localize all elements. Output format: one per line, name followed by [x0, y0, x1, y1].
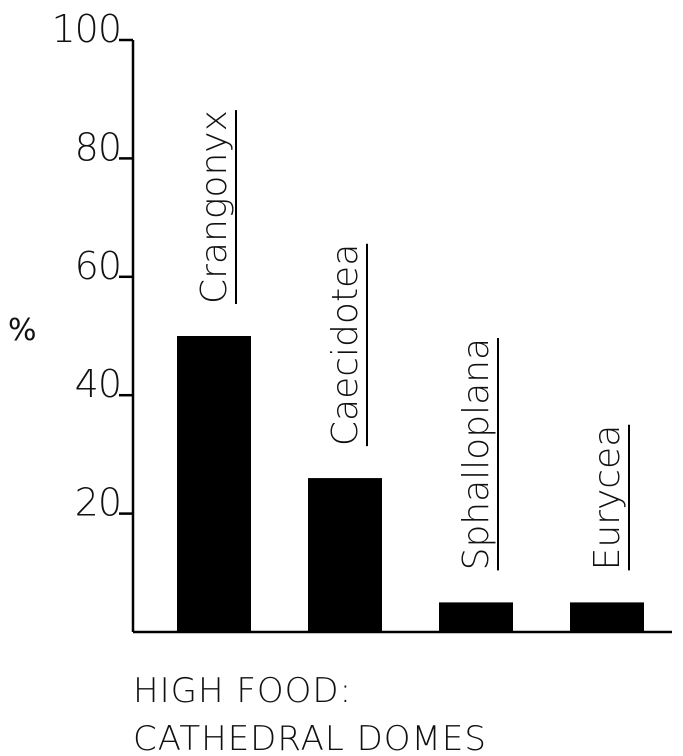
y-tick-label-100: 100 — [51, 7, 121, 51]
category-labels: Crangonyx Caecidotea Sphalloplana Eurycea — [194, 110, 630, 571]
category-label-text: Sphalloplana — [456, 338, 497, 570]
category-label-text: Eurycea — [587, 425, 628, 571]
category-label-crangonyx: Crangonyx — [194, 110, 237, 304]
bar-eurycea — [570, 602, 644, 632]
bar-crangonyx — [177, 336, 251, 632]
category-label-eurycea: Eurycea — [587, 424, 630, 571]
bars — [177, 336, 644, 632]
y-tick-label-40: 40 — [75, 362, 121, 406]
y-axis-label: % — [8, 313, 37, 348]
y-tick-label-60: 60 — [75, 244, 121, 288]
caption-line-2: CATHEDRAL DOMES — [133, 719, 487, 756]
bar-sphalloplana — [439, 602, 513, 632]
category-label-caecidotea: Caecidotea — [325, 243, 368, 447]
caption-line-1: HIGH FOOD: — [133, 671, 352, 711]
y-tick-label-20: 20 — [75, 481, 121, 525]
category-label-text: Crangonyx — [194, 110, 235, 304]
y-tick-label-80: 80 — [75, 125, 121, 169]
bar-caecidotea — [308, 478, 382, 632]
y-ticks: 100 80 60 40 20 — [51, 7, 133, 525]
category-label-text: Caecidotea — [325, 244, 366, 446]
category-label-sphalloplana: Sphalloplana — [456, 337, 499, 571]
